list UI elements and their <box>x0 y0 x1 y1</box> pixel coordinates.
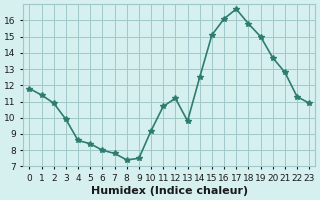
X-axis label: Humidex (Indice chaleur): Humidex (Indice chaleur) <box>91 186 248 196</box>
